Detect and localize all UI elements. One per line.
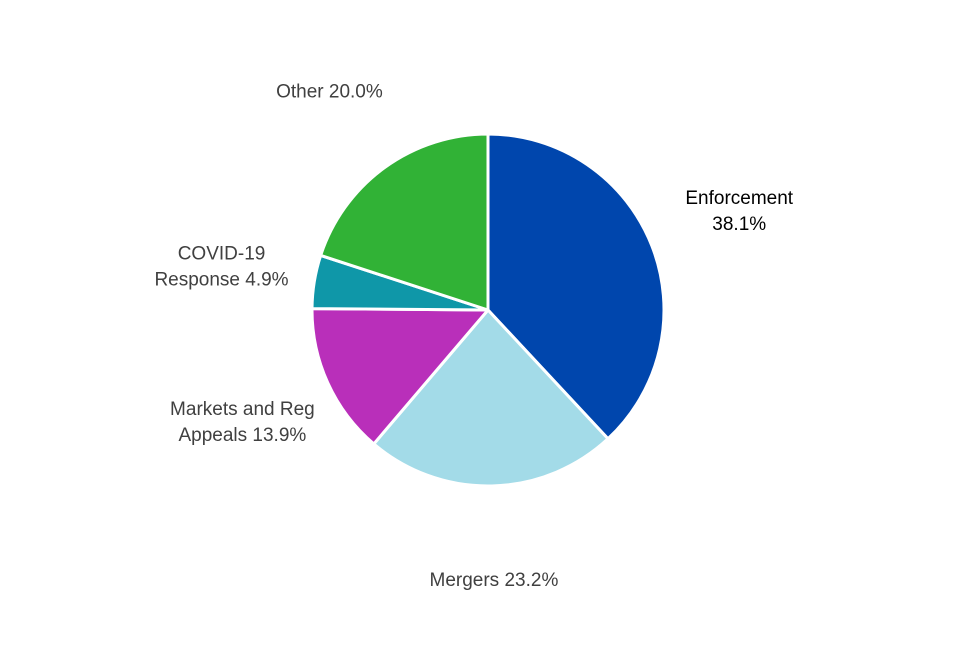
pie-slice-enforcement (486, 132, 666, 441)
slice-label-line: 38.1% (712, 214, 766, 235)
slice-label-covid-19-response: COVID-19 Response 4.9% (154, 244, 288, 291)
slices (310, 132, 666, 488)
slice-label-mergers: Mergers 23.2% (430, 570, 559, 591)
slice-label-line: Other 20.0% (276, 81, 383, 102)
slice-label-markets-and-reg-appeals: Markets and Reg Appeals 13.9% (170, 399, 315, 446)
slice-label-line: Mergers 23.2% (430, 570, 559, 591)
slice-label-line: Response 4.9% (154, 270, 288, 291)
pie-slice-markets-and-reg-appeals (310, 307, 490, 446)
slice-label-enforcement: Enforcement 38.1% (685, 188, 793, 235)
slice-label-line: Markets and Reg (170, 399, 315, 420)
slice-label-other: Other 20.0% (276, 81, 383, 102)
pie-slice-mergers (372, 308, 610, 488)
pie-slice-other (319, 132, 490, 312)
slice-label-line: Appeals 13.9% (178, 425, 306, 446)
slice-label-line: Enforcement (685, 188, 793, 209)
slice-label-line: COVID-19 (178, 244, 266, 265)
slice-labels: Enforcement 38.1% Mergers 23.2% Markets and… (154, 81, 793, 590)
